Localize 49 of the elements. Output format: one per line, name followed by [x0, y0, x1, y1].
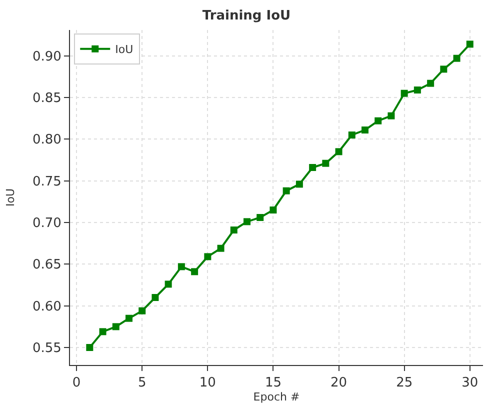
point [400, 90, 408, 97]
point [414, 86, 421, 94]
point [230, 226, 238, 234]
point [86, 344, 94, 351]
y-tick-label: 0.60 [32, 299, 62, 314]
point [453, 54, 460, 62]
point [152, 294, 159, 301]
point [191, 268, 198, 276]
point [362, 126, 368, 134]
y-axis-title: IoU [4, 188, 18, 207]
chart-title: Training IoU [202, 8, 291, 24]
y-tick-label: 0.55 [32, 341, 62, 356]
point [244, 218, 250, 226]
x-axis-title: Epoch # [253, 390, 300, 404]
point [112, 323, 120, 330]
point [217, 244, 224, 252]
x-tick-label: 20 [330, 376, 348, 391]
point [256, 214, 264, 221]
y-tick-label: 0.80 [32, 132, 62, 148]
point [348, 132, 356, 138]
x-tick-label: 10 [199, 376, 216, 391]
x-tick-label: 30 [462, 376, 478, 391]
point [466, 40, 474, 48]
y-tick-label: 0.75 [32, 174, 62, 190]
point [204, 253, 212, 260]
point [126, 314, 132, 322]
point [322, 160, 330, 167]
point [164, 280, 172, 288]
point [440, 66, 448, 73]
point [427, 80, 434, 87]
point [309, 164, 316, 171]
y-tick-label: 0.90 [32, 49, 62, 64]
point [138, 307, 146, 314]
point [388, 112, 395, 120]
point [178, 263, 185, 270]
point [99, 328, 106, 336]
y-tick-label: 0.65 [32, 258, 62, 273]
x-tick-label: 0 [72, 376, 81, 391]
point [282, 187, 290, 194]
y-tick-label: 0.70 [32, 216, 62, 232]
x-tick-label: 15 [264, 376, 282, 391]
legend-label: IoU [115, 43, 134, 56]
point [335, 148, 342, 156]
y-tick-label: 0.85 [32, 91, 62, 106]
point [374, 117, 382, 124]
x-tick-label: 5 [138, 376, 146, 391]
point [270, 206, 277, 214]
point [296, 180, 303, 188]
x-tick-label: 25 [396, 376, 413, 391]
